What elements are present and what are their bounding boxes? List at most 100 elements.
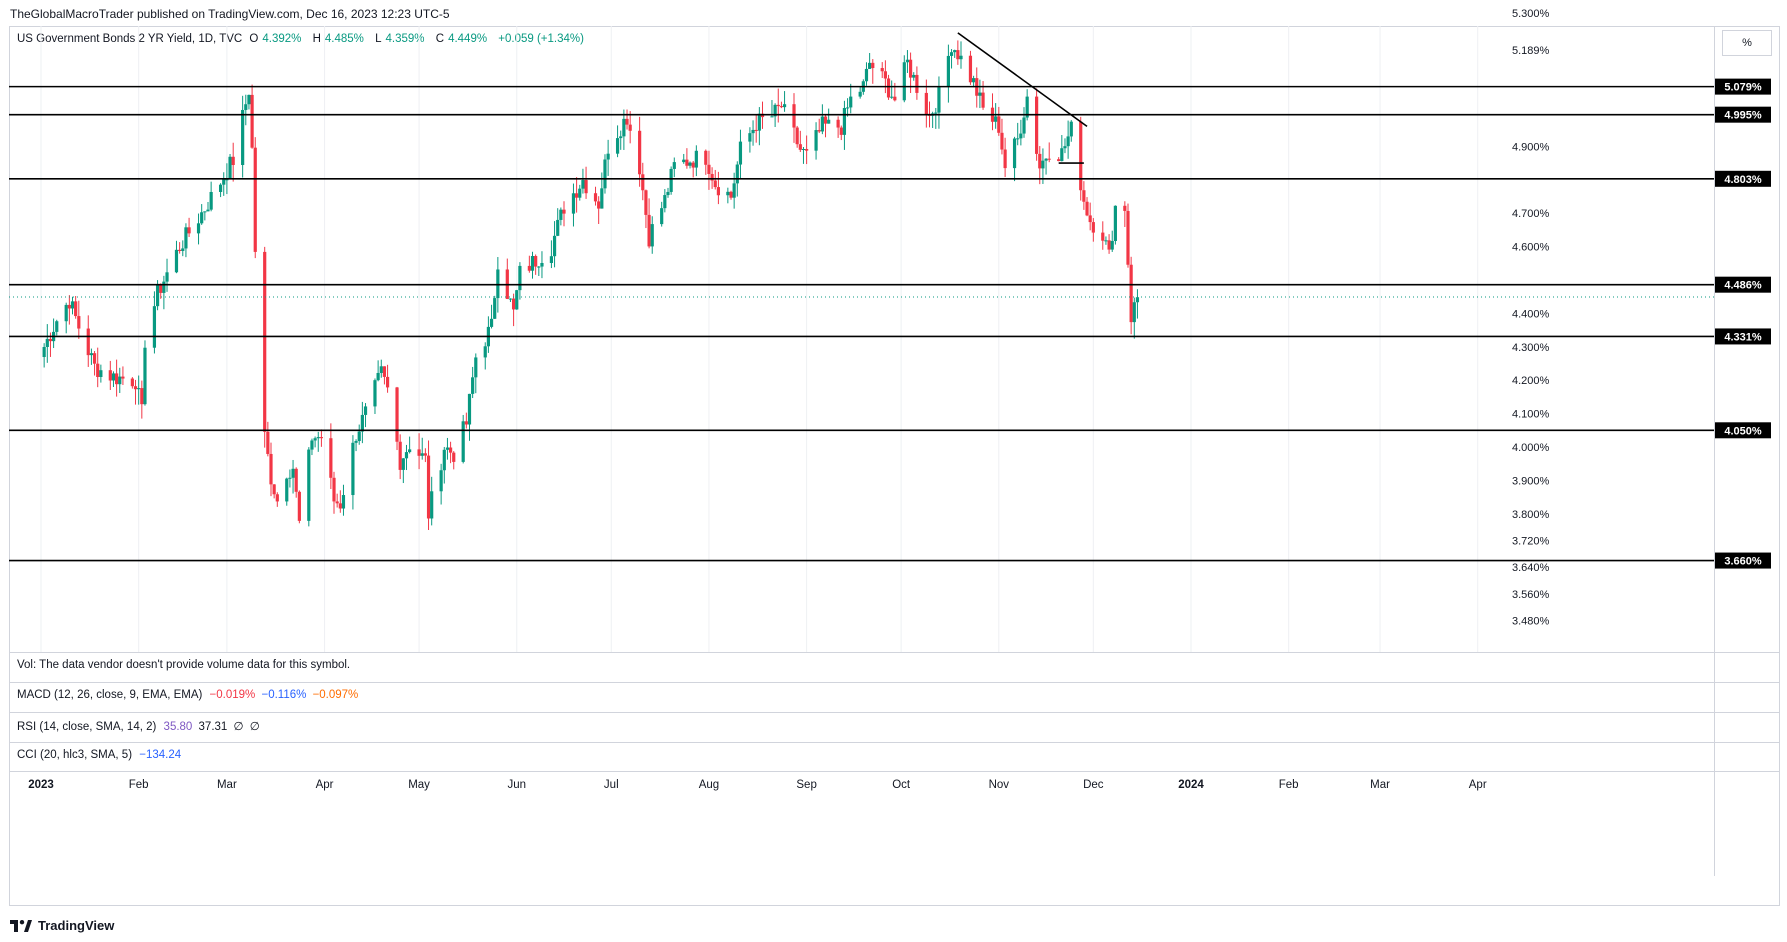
candle-body bbox=[890, 96, 894, 98]
candle-body bbox=[968, 55, 973, 83]
candle-body bbox=[593, 193, 598, 202]
y-tick-label: 4.600% bbox=[1512, 242, 1550, 254]
macd-value-3: −0.097% bbox=[312, 689, 359, 701]
candle-body bbox=[798, 144, 802, 150]
candle-body bbox=[275, 494, 279, 502]
candle-body bbox=[1047, 158, 1051, 160]
candle-body bbox=[908, 59, 913, 78]
candle-body bbox=[395, 387, 399, 442]
level-price-badge-bg bbox=[1715, 170, 1771, 187]
candle-body bbox=[713, 180, 717, 188]
y-tick-label: 3.720% bbox=[1512, 536, 1550, 548]
candle-body bbox=[489, 318, 494, 327]
candle-body bbox=[641, 174, 645, 191]
candle-body bbox=[527, 265, 531, 271]
candle-body bbox=[351, 442, 355, 496]
candle-body bbox=[1035, 96, 1039, 154]
x-tick-label: 2024 bbox=[1178, 779, 1204, 791]
candle-body bbox=[45, 338, 49, 347]
candle-body bbox=[152, 306, 157, 348]
macd-label[interactable]: MACD (12, 26, close, 9, EMA, EMA) bbox=[17, 689, 203, 701]
legend-high-label: H bbox=[312, 33, 321, 45]
candle-body bbox=[209, 191, 213, 210]
legend-close-label: C bbox=[435, 33, 445, 45]
candle-body bbox=[228, 156, 232, 180]
candle-body bbox=[86, 328, 90, 356]
candle-body bbox=[647, 214, 651, 247]
x-tick-label: Feb bbox=[1279, 779, 1299, 791]
candle-body bbox=[581, 180, 585, 189]
candle-body bbox=[735, 164, 739, 184]
candle-body bbox=[562, 209, 566, 214]
legend-change: +0.059 (+1.34%) bbox=[498, 33, 584, 45]
y-tick-label: 4.400% bbox=[1512, 308, 1550, 320]
y-tick-label: 4.100% bbox=[1512, 409, 1550, 421]
candle-body bbox=[540, 262, 544, 267]
candle-body bbox=[981, 92, 985, 108]
candle-body bbox=[452, 452, 456, 462]
candle-body bbox=[1085, 201, 1089, 216]
candle-body bbox=[335, 501, 339, 504]
level-price-label: 4.050% bbox=[1724, 425, 1762, 437]
candle-body bbox=[707, 164, 711, 174]
candle-body bbox=[820, 116, 824, 132]
candle-body bbox=[96, 363, 100, 377]
candle-body bbox=[253, 147, 257, 252]
y-tick-label: 3.800% bbox=[1512, 509, 1550, 521]
publisher-line: TheGlobalMacroTrader published on Tradin… bbox=[10, 7, 450, 21]
descending-trendline bbox=[957, 32, 1088, 128]
candle-body bbox=[263, 251, 267, 432]
candle-body bbox=[512, 298, 516, 310]
candle-body bbox=[625, 118, 629, 125]
candle-body bbox=[162, 281, 166, 293]
candle-body bbox=[534, 256, 538, 267]
candle-body bbox=[266, 431, 270, 454]
candle-body bbox=[423, 453, 427, 456]
candle-body bbox=[650, 224, 654, 247]
candle-body bbox=[959, 55, 963, 60]
rsi-value-4: ∅ bbox=[249, 721, 260, 733]
price-scale-unit-button[interactable]: % bbox=[1722, 30, 1772, 56]
y-tick-label: 4.900% bbox=[1512, 141, 1550, 153]
candle-body bbox=[864, 68, 869, 82]
candle-body bbox=[1069, 121, 1073, 137]
candle-body bbox=[493, 298, 497, 319]
legend-high: 4.485% bbox=[324, 33, 364, 45]
candle-body bbox=[398, 441, 402, 470]
candle-body bbox=[827, 119, 831, 124]
candle-body bbox=[354, 441, 358, 443]
candle-body bbox=[133, 386, 138, 390]
rsi-label[interactable]: RSI (14, close, SMA, 14, 2) bbox=[17, 721, 157, 733]
legend-open: 4.392% bbox=[262, 33, 302, 45]
macd-pane-legend: MACD (12, 26, close, 9, EMA, EMA) −0.019… bbox=[17, 689, 358, 701]
x-tick-label: Jun bbox=[507, 779, 526, 791]
candle-body bbox=[842, 107, 847, 135]
candle-body bbox=[363, 406, 368, 415]
candle-body bbox=[108, 370, 112, 381]
candle-body bbox=[483, 346, 487, 358]
candle-body bbox=[978, 92, 982, 96]
candle-body bbox=[972, 78, 976, 83]
y-tick-label: 4.200% bbox=[1512, 375, 1550, 387]
candle-body bbox=[471, 377, 475, 394]
cci-label[interactable]: CCI (20, hlc3, SMA, 5) bbox=[17, 749, 133, 761]
x-tick-label: Aug bbox=[699, 779, 719, 791]
candle-body bbox=[559, 209, 563, 220]
candle-body bbox=[329, 438, 333, 478]
legend-symbol[interactable]: US Government Bonds 2 YR Yield, 1D, TVC bbox=[17, 33, 243, 45]
candle-body bbox=[779, 106, 784, 108]
candle-body bbox=[805, 149, 809, 151]
candle-body bbox=[200, 212, 204, 224]
candle-body bbox=[814, 130, 818, 151]
tradingview-logo[interactable]: TradingView bbox=[10, 918, 114, 933]
candle-body bbox=[537, 266, 541, 268]
candle-body bbox=[1110, 241, 1114, 250]
candle-body bbox=[206, 209, 210, 212]
candle-body bbox=[530, 256, 535, 271]
level-price-label: 4.331% bbox=[1724, 331, 1762, 343]
level-price-badge-bg bbox=[1715, 106, 1771, 123]
candle-body bbox=[408, 449, 412, 453]
candle-body bbox=[92, 353, 97, 364]
candle-body bbox=[159, 284, 163, 293]
